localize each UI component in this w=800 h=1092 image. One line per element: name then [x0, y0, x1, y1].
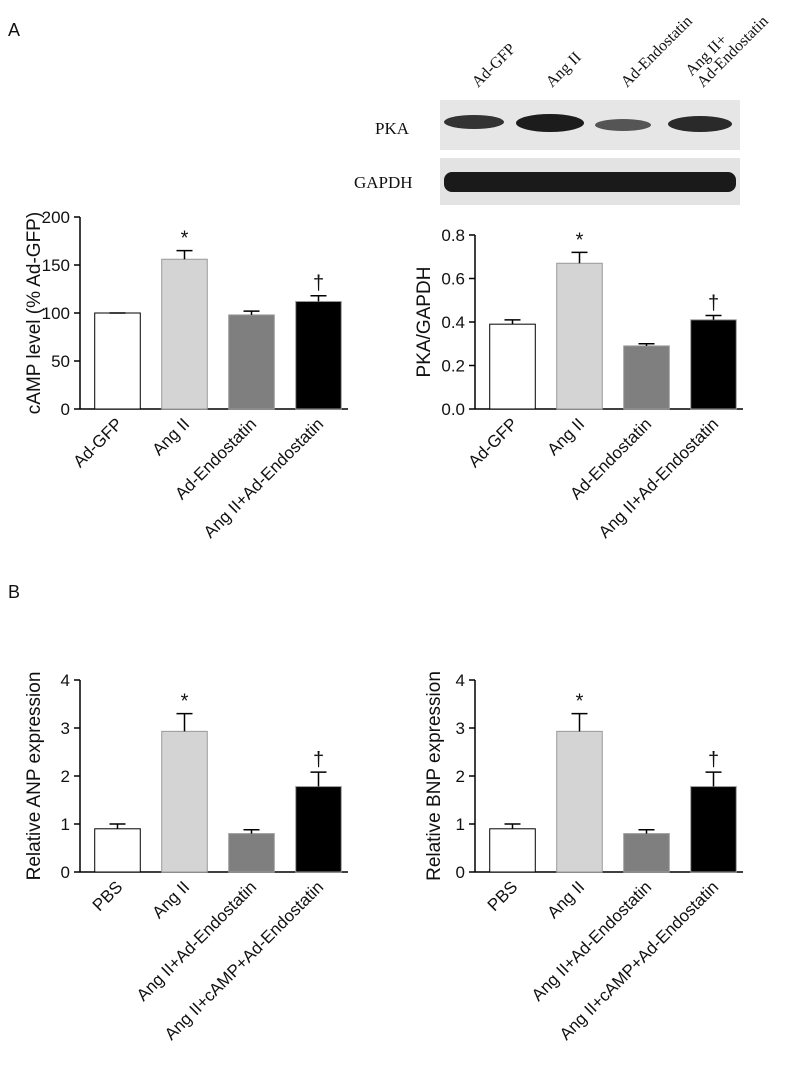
blot-row-label: PKA	[375, 119, 410, 138]
error-bar	[176, 249, 193, 260]
x-tick-label: Ad-GFP	[464, 414, 521, 471]
error-bar	[638, 829, 655, 834]
blot-band	[595, 119, 651, 131]
bar	[295, 300, 342, 410]
x-tick-label: Ad-GFP	[69, 414, 126, 471]
y-tick-label: 2	[456, 767, 465, 786]
bar	[161, 258, 208, 410]
bar	[228, 833, 275, 873]
x-tick-label: Ang II	[148, 877, 193, 922]
significance-mark: †	[708, 749, 719, 771]
y-tick-label: 0	[61, 400, 70, 419]
significance-mark: †	[708, 292, 719, 314]
error-bar	[504, 823, 521, 829]
error-bar	[571, 712, 588, 732]
blot-lane-label: Ang II	[543, 49, 585, 91]
bar	[623, 833, 670, 873]
x-tick-label: Ang II+Ad-Endostatin	[133, 877, 260, 1004]
bar	[295, 786, 342, 873]
blot-band	[444, 115, 504, 129]
panel-label: A	[8, 20, 20, 40]
y-tick-label: 1	[61, 815, 70, 834]
error-bar	[571, 251, 588, 264]
bar	[94, 312, 141, 410]
y-tick-label: 2	[61, 767, 70, 786]
bar	[489, 828, 536, 873]
y-tick-label: 4	[61, 671, 70, 690]
y-tick-label: 100	[42, 304, 70, 323]
error-bar	[638, 343, 655, 346]
blot-lane-label: Ad-GFP	[469, 40, 519, 90]
y-tick-label: 3	[61, 719, 70, 738]
bar	[94, 828, 141, 873]
bar	[556, 262, 603, 410]
y-tick-label: 50	[51, 352, 70, 371]
x-tick-label: Ang II	[543, 877, 588, 922]
y-tick-label: 0	[456, 863, 465, 882]
blot-lane-label-line: Ad-GFP	[469, 40, 519, 90]
error-bar	[243, 829, 260, 834]
bar	[489, 323, 536, 410]
x-tick-label: Ang II+Ad-Endostatin	[528, 877, 655, 1004]
y-axis-label: Relative BNP expression	[424, 671, 445, 881]
y-tick-label: 4	[456, 671, 465, 690]
error-bar	[705, 314, 722, 320]
bar	[161, 730, 208, 873]
error-bar	[109, 823, 126, 829]
x-tick-label: Ang II	[148, 414, 193, 459]
x-tick-label: Ang II+Ad-Endostatin	[595, 414, 722, 541]
error-bar	[310, 771, 327, 787]
significance-mark: †	[313, 749, 324, 771]
error-bar	[176, 712, 193, 732]
blot-lane-label-line: Ang II	[543, 49, 585, 91]
y-tick-label: 200	[42, 208, 70, 227]
error-bar	[310, 294, 327, 302]
significance-mark: †	[313, 273, 324, 295]
y-axis-label: PKA/GAPDH	[414, 267, 435, 378]
y-tick-label: 0.4	[441, 313, 465, 332]
y-tick-label: 0.0	[441, 400, 465, 419]
bar	[556, 730, 603, 873]
y-axis-label: Relative ANP expression	[24, 672, 45, 881]
blot-lane-label-line: Ad-Endostatin	[618, 13, 696, 91]
error-bar	[243, 310, 260, 315]
error-bar	[504, 319, 521, 325]
significance-mark: *	[181, 228, 189, 250]
x-tick-label: Ang II	[543, 414, 588, 459]
blot-row-label: GAPDH	[354, 173, 413, 192]
error-bar	[705, 771, 722, 787]
blot-lane-label: Ad-Endostatin	[618, 13, 696, 91]
blot-band	[444, 172, 736, 192]
bar	[228, 314, 275, 410]
significance-mark: *	[181, 691, 189, 713]
blot-band	[516, 114, 584, 132]
y-tick-label: 0	[61, 863, 70, 882]
bar	[690, 319, 737, 410]
x-tick-label: PBS	[89, 877, 126, 914]
blot-band	[668, 116, 732, 132]
significance-mark: *	[576, 229, 584, 251]
y-tick-label: 0.2	[441, 357, 465, 376]
y-tick-label: 1	[456, 815, 465, 834]
y-tick-label: 3	[456, 719, 465, 738]
western-blot: PKA GAPDH	[354, 100, 740, 205]
x-tick-label: PBS	[484, 877, 521, 914]
bar	[623, 345, 670, 410]
panel-label: B	[8, 582, 20, 602]
y-tick-label: 0.8	[441, 226, 465, 245]
blot-lane-label: Ang II+Ad-Endostatin	[682, 2, 771, 91]
x-tick-label: Ang II+Ad-Endostatin	[200, 414, 327, 541]
significance-mark: *	[576, 691, 584, 713]
bar	[690, 786, 737, 873]
y-axis-label: cAMP level (% Ad-GFP)	[24, 212, 45, 414]
y-tick-label: 0.6	[441, 270, 465, 289]
y-tick-label: 150	[42, 256, 70, 275]
